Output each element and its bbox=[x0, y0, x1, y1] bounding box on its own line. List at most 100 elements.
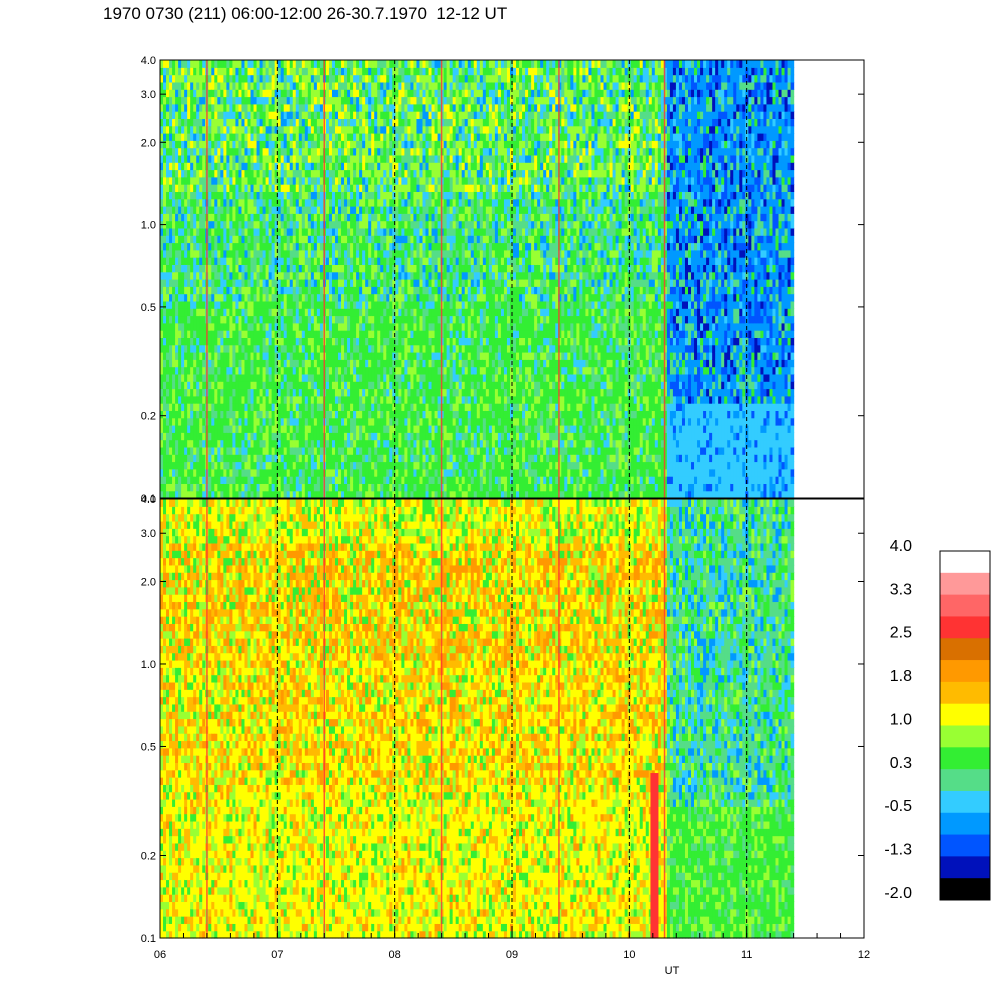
heatmap-cell bbox=[235, 198, 240, 207]
heatmap-cell bbox=[289, 468, 294, 477]
heatmap-cell bbox=[292, 154, 297, 163]
heatmap-cell bbox=[244, 133, 249, 141]
heatmap-cell bbox=[241, 198, 246, 207]
heatmap-cell bbox=[256, 403, 261, 411]
heatmap-cell bbox=[199, 206, 203, 214]
heatmap-cell bbox=[196, 191, 200, 200]
heatmap-cell bbox=[334, 483, 339, 492]
heatmap-cell bbox=[310, 198, 315, 207]
heatmap-cell bbox=[217, 206, 221, 214]
heatmap-cell bbox=[199, 89, 203, 98]
heatmap-cell bbox=[166, 300, 170, 309]
heatmap-cell bbox=[283, 206, 288, 214]
heatmap-cell bbox=[196, 154, 200, 163]
heatmap-cell bbox=[331, 439, 336, 448]
heatmap-cell bbox=[301, 74, 306, 83]
heatmap-cell bbox=[271, 279, 276, 287]
heatmap-cell bbox=[331, 184, 336, 192]
heatmap-cell bbox=[160, 381, 164, 390]
heatmap-cell bbox=[172, 96, 176, 105]
heatmap-cell bbox=[202, 454, 206, 463]
heatmap-cell bbox=[250, 220, 255, 229]
heatmap-cell bbox=[316, 67, 321, 76]
heatmap-cell bbox=[304, 359, 309, 368]
heatmap-cell bbox=[247, 111, 252, 119]
heatmap-cell bbox=[199, 476, 203, 484]
heatmap-cell bbox=[286, 300, 291, 309]
heatmap-cell bbox=[166, 264, 170, 273]
heatmap-cell bbox=[286, 432, 291, 441]
heatmap-cell bbox=[316, 476, 321, 484]
heatmap-cell bbox=[268, 439, 273, 448]
heatmap-cell bbox=[265, 162, 270, 171]
heatmap-cell bbox=[202, 337, 206, 346]
heatmap-cell bbox=[166, 60, 170, 68]
heatmap-cell bbox=[235, 227, 240, 236]
heatmap-cell bbox=[283, 337, 288, 346]
heatmap-cell bbox=[304, 60, 309, 68]
heatmap-cell bbox=[184, 249, 188, 258]
heatmap-cell bbox=[163, 103, 167, 112]
heatmap-cell bbox=[325, 279, 330, 287]
heatmap-cell bbox=[244, 213, 249, 222]
heatmap-cell bbox=[301, 446, 306, 455]
heatmap-cell bbox=[301, 417, 306, 426]
heatmap-cell bbox=[172, 300, 176, 309]
heatmap-cell bbox=[196, 483, 200, 492]
heatmap-cell bbox=[202, 300, 206, 309]
heatmap-cell bbox=[160, 337, 164, 346]
heatmap-cell bbox=[160, 388, 164, 397]
heatmap-cell bbox=[184, 257, 188, 265]
heatmap-cell bbox=[316, 162, 321, 171]
heatmap-cell bbox=[331, 300, 336, 309]
heatmap-cell bbox=[271, 184, 276, 192]
heatmap-cell bbox=[307, 103, 312, 112]
heatmap-cell bbox=[202, 468, 206, 477]
heatmap-cell bbox=[310, 103, 315, 112]
heatmap-cell bbox=[244, 315, 249, 324]
heatmap-cell bbox=[181, 279, 185, 287]
heatmap-cell bbox=[241, 308, 246, 317]
heatmap-cell bbox=[250, 439, 255, 448]
heatmap-cell bbox=[286, 103, 291, 112]
heatmap-cell bbox=[271, 432, 276, 441]
heatmap-cell bbox=[259, 483, 264, 492]
heatmap-cell bbox=[163, 198, 167, 207]
heatmap-cell bbox=[214, 154, 218, 163]
heatmap-cell bbox=[226, 264, 230, 273]
heatmap-cell bbox=[328, 308, 333, 317]
heatmap-cell bbox=[196, 118, 200, 127]
heatmap-cell bbox=[220, 111, 224, 119]
heatmap-cell bbox=[232, 308, 237, 317]
heatmap-cell bbox=[265, 74, 270, 83]
heatmap-cell bbox=[295, 490, 300, 499]
heatmap-cell bbox=[301, 490, 306, 499]
heatmap-cell bbox=[172, 366, 176, 375]
heatmap-cell bbox=[295, 352, 300, 360]
heatmap-cell bbox=[208, 60, 212, 68]
heatmap-cell bbox=[331, 154, 336, 163]
heatmap-cell bbox=[244, 60, 249, 68]
heatmap-cell bbox=[184, 198, 188, 207]
heatmap-cell bbox=[268, 235, 273, 244]
heatmap-cell bbox=[196, 315, 200, 324]
heatmap-cell bbox=[202, 154, 206, 163]
heatmap-cell bbox=[178, 279, 182, 287]
heatmap-cell bbox=[214, 344, 218, 353]
heatmap-cell bbox=[304, 242, 309, 251]
heatmap-cell bbox=[334, 162, 339, 171]
heatmap-cell bbox=[238, 242, 243, 251]
heatmap-cell bbox=[298, 381, 303, 390]
heatmap-cell bbox=[256, 293, 261, 302]
heatmap-cell bbox=[175, 169, 179, 178]
heatmap-cell bbox=[196, 147, 200, 156]
heatmap-cell bbox=[283, 315, 288, 324]
heatmap-cell bbox=[289, 315, 294, 324]
heatmap-cell bbox=[214, 476, 218, 484]
heatmap-cell bbox=[319, 381, 324, 390]
heatmap-cell bbox=[160, 60, 164, 68]
heatmap-cell bbox=[274, 118, 279, 127]
heatmap-cell bbox=[217, 184, 221, 192]
heatmap-cell bbox=[262, 308, 267, 317]
heatmap-cell bbox=[277, 308, 282, 317]
